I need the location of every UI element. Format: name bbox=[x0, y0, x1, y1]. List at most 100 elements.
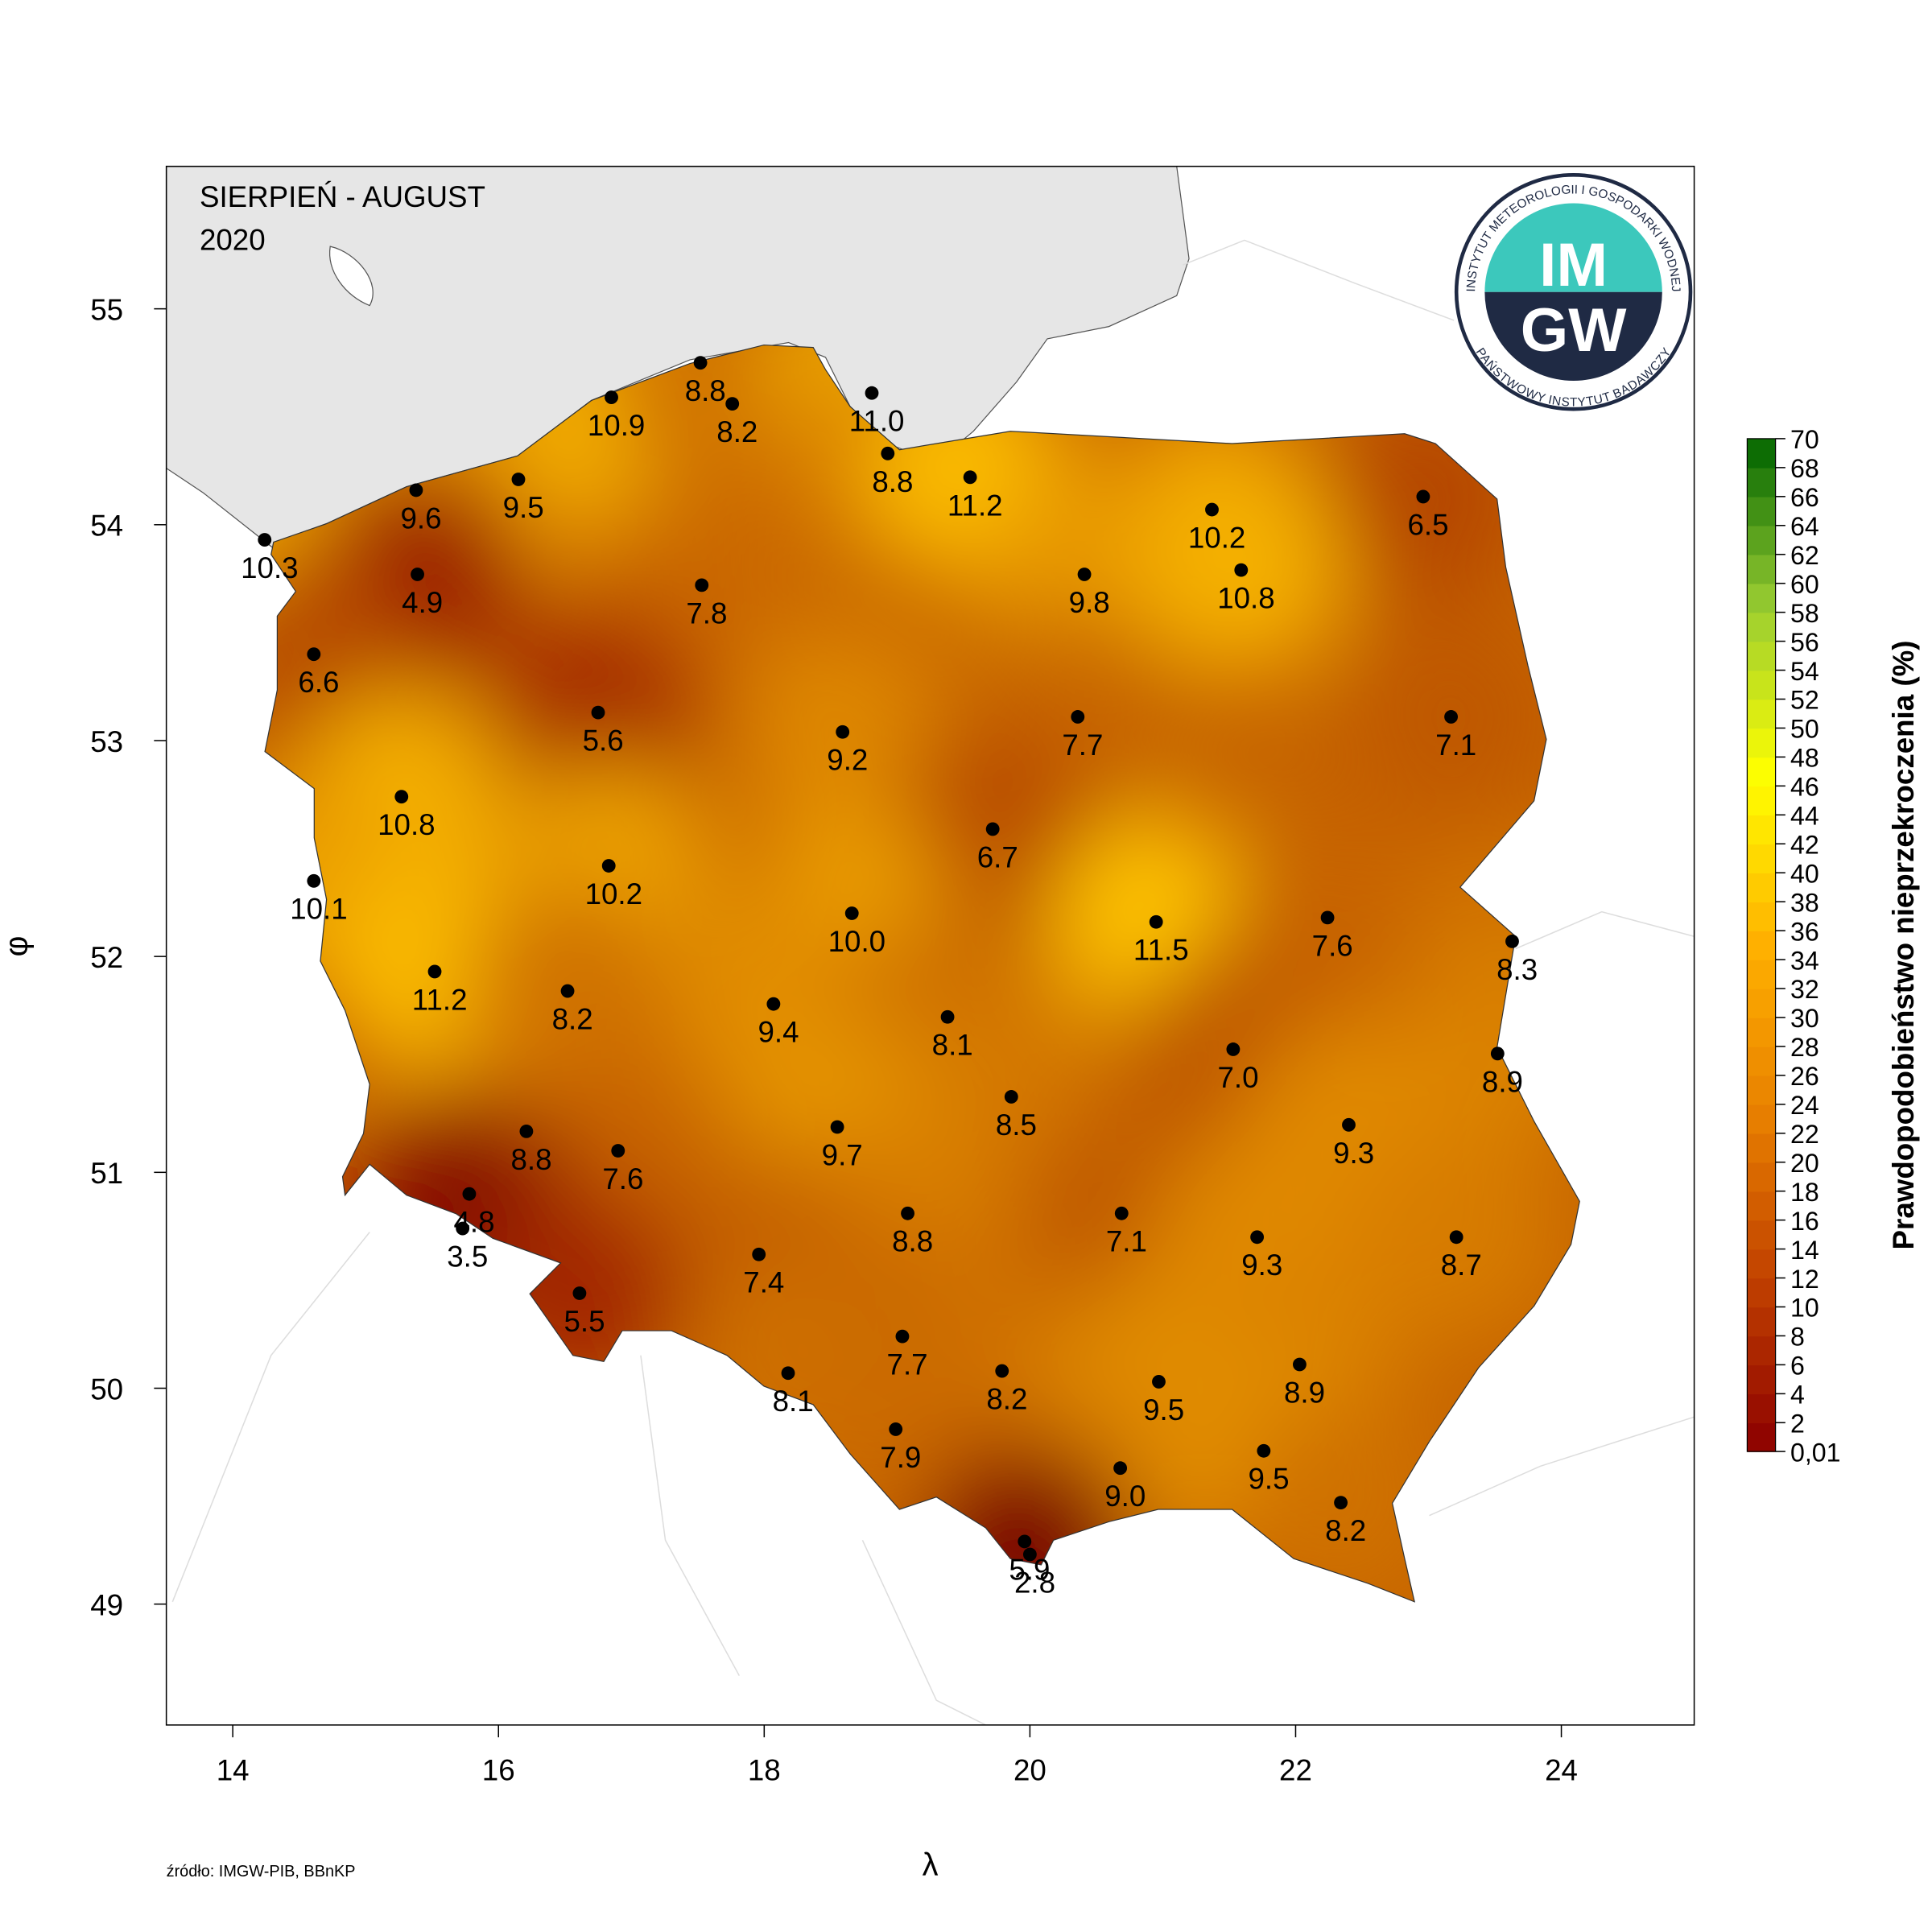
station bbox=[572, 1286, 587, 1300]
colorbar-cell bbox=[1747, 815, 1776, 845]
station bbox=[1334, 1496, 1348, 1510]
y-tick-label: 50 bbox=[90, 1373, 123, 1406]
station bbox=[836, 724, 850, 739]
station bbox=[1416, 489, 1430, 504]
colorbar-tick-label: 14 bbox=[1790, 1236, 1819, 1265]
station-value: 8.1 bbox=[932, 1029, 973, 1062]
station-value: 8.3 bbox=[1496, 953, 1538, 986]
colorbar-cell bbox=[1747, 612, 1776, 642]
x-axis-label: λ bbox=[923, 1847, 939, 1883]
colorbar-cell bbox=[1747, 1133, 1776, 1163]
lake bbox=[329, 246, 374, 307]
station bbox=[511, 473, 526, 486]
colorbar-cell bbox=[1747, 1075, 1776, 1105]
station bbox=[995, 1364, 1009, 1378]
station-value: 11.2 bbox=[412, 983, 468, 1016]
station bbox=[1022, 1547, 1037, 1562]
y-axis-label: φ bbox=[0, 936, 35, 957]
colorbar-cell bbox=[1747, 1220, 1776, 1250]
colorbar-cell bbox=[1747, 844, 1776, 873]
station-value: 7.6 bbox=[602, 1162, 643, 1195]
y-tick-label: 53 bbox=[90, 725, 123, 758]
colorbar-tick-label: 28 bbox=[1790, 1033, 1819, 1062]
colorbar-cell bbox=[1747, 1046, 1776, 1076]
station-value: 7.7 bbox=[1062, 729, 1103, 762]
station bbox=[1152, 1375, 1166, 1389]
colorbar-cell bbox=[1747, 525, 1776, 555]
colorbar-cell bbox=[1747, 699, 1776, 729]
colorbar-tick-label: 8 bbox=[1790, 1323, 1805, 1352]
station bbox=[830, 1120, 844, 1134]
station bbox=[1293, 1357, 1307, 1372]
colorbar-tick-label: 52 bbox=[1790, 686, 1819, 715]
station-value: 8.8 bbox=[892, 1225, 933, 1258]
station bbox=[766, 997, 781, 1011]
station-value: 6.6 bbox=[298, 666, 339, 699]
station-value: 9.8 bbox=[1069, 586, 1110, 619]
station-value: 8.8 bbox=[510, 1143, 551, 1176]
station bbox=[1449, 1230, 1463, 1245]
source: źródło: IMGW-PIB, BBnKP bbox=[167, 1863, 356, 1880]
colorbar-tick-label: 48 bbox=[1790, 744, 1819, 773]
colorbar-tick-label: 62 bbox=[1790, 541, 1819, 570]
station bbox=[560, 984, 575, 998]
station bbox=[462, 1187, 477, 1201]
station-value: 11.5 bbox=[1133, 934, 1189, 967]
station-value: 4.9 bbox=[402, 586, 443, 619]
station-value: 8.7 bbox=[1441, 1249, 1482, 1282]
station-value: 8.2 bbox=[986, 1382, 1027, 1415]
station bbox=[601, 859, 616, 873]
colorbar-cell bbox=[1747, 641, 1776, 671]
x-tick-label: 14 bbox=[217, 1754, 250, 1787]
station bbox=[409, 483, 423, 497]
station bbox=[519, 1124, 534, 1138]
x-tick-label: 18 bbox=[748, 1754, 781, 1787]
station-value: 8.8 bbox=[872, 465, 913, 498]
colorbar-cell bbox=[1747, 1393, 1776, 1424]
station bbox=[1444, 710, 1458, 724]
station bbox=[865, 386, 879, 400]
colorbar-tick-label: 38 bbox=[1790, 888, 1819, 917]
colorbar-tick-label: 36 bbox=[1790, 917, 1819, 946]
station-value: 6.5 bbox=[1408, 508, 1449, 541]
logo-top bbox=[1484, 203, 1662, 292]
colorbar-cell bbox=[1747, 1335, 1776, 1366]
colorbar-cell bbox=[1747, 988, 1776, 1018]
station bbox=[605, 390, 618, 404]
y-tick-label: 55 bbox=[90, 293, 123, 326]
station bbox=[611, 1144, 625, 1158]
colorbar-cell bbox=[1747, 1162, 1776, 1192]
logo: IM GW INSTYTUT METEOROLOGII I GOSPODARKI… bbox=[1454, 173, 1693, 411]
y-tick-label: 51 bbox=[90, 1157, 123, 1190]
station-value: 5.6 bbox=[583, 724, 624, 758]
y-tick-label: 52 bbox=[90, 941, 123, 974]
station-value: 7.6 bbox=[1312, 929, 1353, 962]
colorbar-tick-label: 50 bbox=[1790, 715, 1819, 744]
colorbar-cell bbox=[1747, 670, 1776, 700]
colorbar-cell bbox=[1747, 438, 1776, 469]
station bbox=[1234, 563, 1249, 577]
logo-gw: GW bbox=[1521, 296, 1628, 365]
station-value: 5.5 bbox=[564, 1305, 605, 1338]
station bbox=[1077, 568, 1092, 581]
station bbox=[889, 1422, 903, 1436]
colorbar-cell bbox=[1747, 1104, 1776, 1134]
station-value: 3.5 bbox=[447, 1241, 488, 1274]
station bbox=[1071, 710, 1085, 724]
colorbar-cell bbox=[1747, 467, 1776, 497]
colorbar-tick-label: 40 bbox=[1790, 859, 1819, 888]
station bbox=[1205, 502, 1219, 517]
colorbar-tick-label: 66 bbox=[1790, 483, 1819, 512]
colorbar-cell bbox=[1747, 960, 1776, 989]
colorbar-tick-label: 18 bbox=[1790, 1178, 1819, 1207]
y-tick-label: 54 bbox=[90, 510, 123, 543]
colorbar-cell bbox=[1747, 1278, 1776, 1308]
title: SIERPIEŃ - AUGUST bbox=[200, 180, 485, 213]
logo-im: IM bbox=[1539, 231, 1608, 299]
station-value: 8.9 bbox=[1284, 1376, 1325, 1409]
station bbox=[1320, 910, 1335, 925]
colorbar-tick-label: 10 bbox=[1790, 1294, 1819, 1323]
station-value: 11.0 bbox=[849, 405, 905, 438]
x-tick-label: 24 bbox=[1545, 1754, 1578, 1787]
